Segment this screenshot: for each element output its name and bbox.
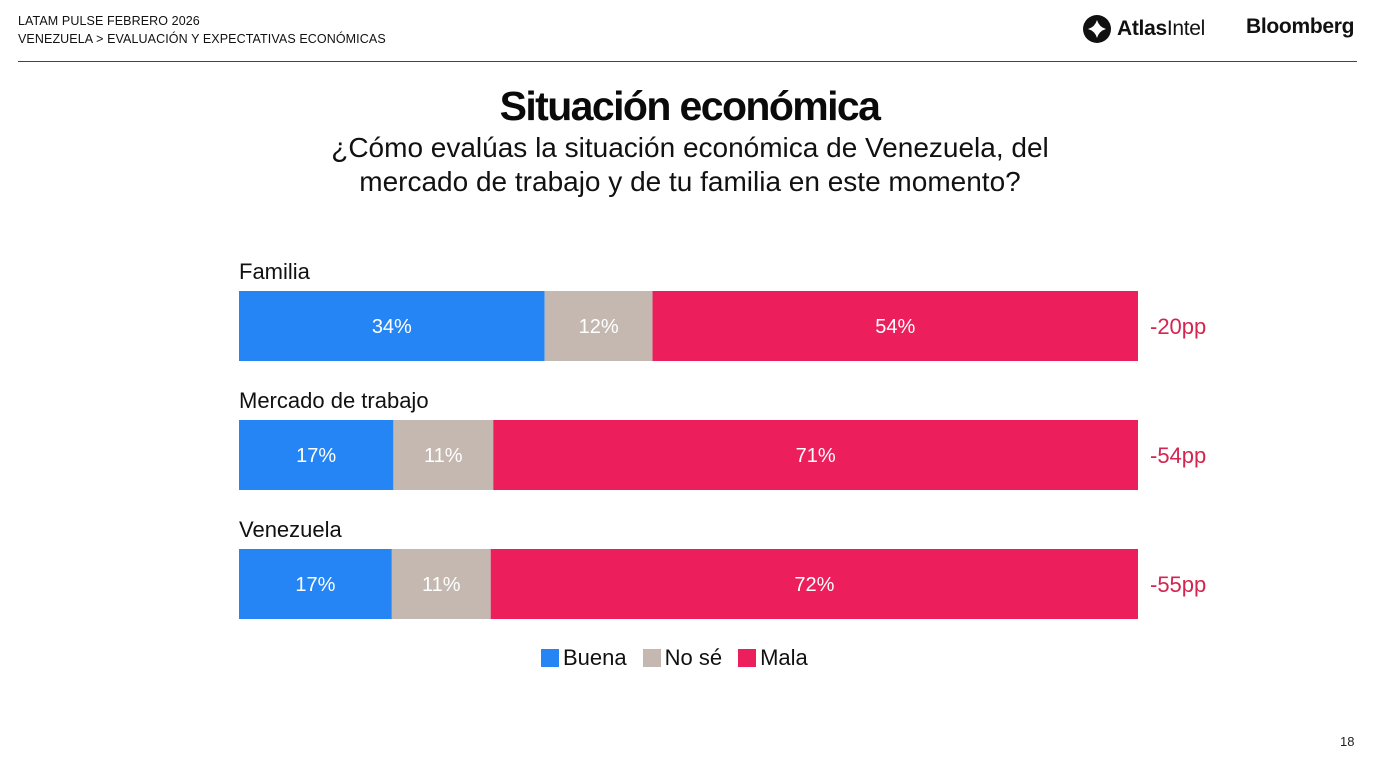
data-label: 12% <box>579 316 619 338</box>
legend-item: Mala <box>738 645 808 671</box>
header-divider <box>18 61 1357 62</box>
atlasintel-logo-icon <box>1083 15 1111 43</box>
chart-subtitle: ¿Cómo evalúas la situación económica de … <box>331 132 1049 197</box>
legend-swatch <box>541 649 559 667</box>
bar-segment-buena <box>239 291 545 361</box>
chart-legend: Buena No sé Mala <box>541 645 808 671</box>
legend-label: Buena <box>563 645 627 670</box>
legend-label: No sé <box>664 645 723 670</box>
legend-item: Buena <box>541 645 627 671</box>
chart-title: Situación económica <box>499 83 881 129</box>
data-label: 72% <box>794 574 834 596</box>
category-label: Familia <box>239 259 311 284</box>
bar-segment-mala <box>493 420 1138 490</box>
bar-segment-nos <box>393 420 494 490</box>
data-label: 34% <box>372 316 412 338</box>
data-label: 11% <box>424 445 463 467</box>
category-label: Mercado de trabajo <box>239 388 429 413</box>
legend-swatch <box>642 649 661 667</box>
bar-segment-buena <box>239 549 392 619</box>
net-difference-label: -54pp <box>1150 443 1206 468</box>
bloomberg-logo: Bloomberg <box>1246 15 1355 38</box>
breadcrumb: VENEZUELA > EVALUACIÓN Y EXPECTATIVAS EC… <box>18 32 386 46</box>
data-label: 17% <box>296 445 336 467</box>
atlasintel-logo: AtlasIntel <box>1083 15 1205 43</box>
bar-segment-nos <box>391 549 491 619</box>
bar-segment-nos <box>544 291 653 361</box>
atlasintel-logo-text: AtlasIntel <box>1117 17 1206 40</box>
category-label: Venezuela <box>239 517 343 542</box>
data-label: 11% <box>422 574 461 596</box>
report-name: LATAM PULSE FEBRERO 2026 <box>18 14 200 28</box>
data-label: 71% <box>796 445 836 467</box>
page-number: 18 <box>1340 734 1355 749</box>
legend-item: No sé <box>642 645 723 671</box>
data-label: 54% <box>875 316 915 338</box>
net-difference-label: -20pp <box>1150 314 1206 339</box>
legend-swatch <box>738 649 757 667</box>
bar-segment-mala <box>490 549 1139 619</box>
data-label: 17% <box>295 574 335 596</box>
bar-segment-mala <box>652 291 1138 361</box>
legend-label: Mala <box>760 645 808 670</box>
bar-segment-buena <box>239 420 394 490</box>
net-difference-label: -55pp <box>1150 572 1206 597</box>
